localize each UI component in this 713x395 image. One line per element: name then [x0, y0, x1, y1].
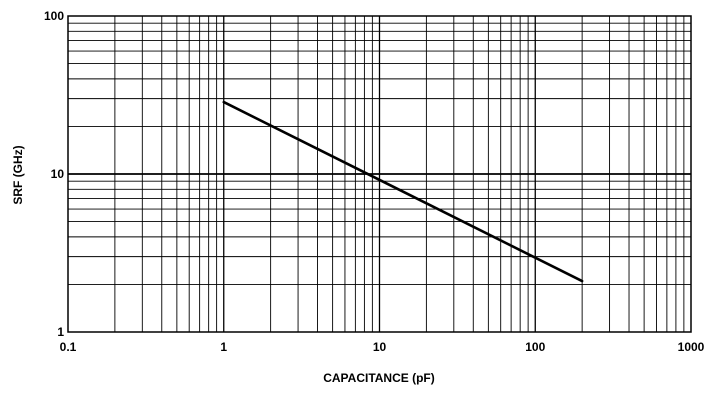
- x-tick-label: 100: [525, 340, 545, 354]
- series-line-0: [222, 100, 584, 283]
- y-axis-title: SRF (GHz): [11, 145, 25, 204]
- plot-frame: [67, 15, 692, 333]
- plot-border: [67, 15, 692, 333]
- x-tick-label: 1: [220, 340, 227, 354]
- y-axis: 1 10 100: [44, 9, 64, 339]
- x-axis-title: CAPACITANCE (pF): [323, 371, 435, 385]
- x-axis: 0.1 1 10 100 1000: [60, 340, 705, 354]
- x-tick-label: 10: [373, 340, 387, 354]
- grid: [68, 16, 691, 332]
- y-tick-label: 1: [57, 325, 64, 339]
- x-tick-label: 1000: [678, 340, 705, 354]
- x-tick-label: 0.1: [60, 340, 77, 354]
- series-group: [222, 100, 584, 283]
- y-tick-label: 100: [44, 9, 64, 23]
- y-tick-label: 10: [51, 167, 65, 181]
